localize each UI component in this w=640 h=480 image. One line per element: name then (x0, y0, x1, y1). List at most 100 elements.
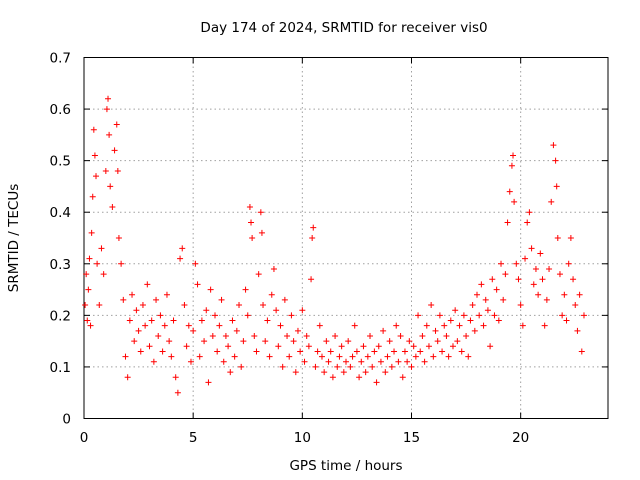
data-point (334, 363, 341, 370)
data-point (118, 260, 125, 267)
data-point (124, 374, 131, 381)
data-point (299, 307, 306, 314)
data-point (83, 271, 90, 278)
data-point (351, 322, 358, 329)
data-point (120, 296, 127, 303)
data-point (105, 95, 112, 102)
data-point (489, 276, 496, 283)
data-point (384, 353, 391, 360)
data-point (353, 348, 360, 355)
data-point (452, 307, 459, 314)
data-point (288, 312, 295, 319)
data-point (412, 353, 419, 360)
axis-ticks (83, 57, 608, 419)
data-point (369, 363, 376, 370)
data-point (231, 353, 238, 360)
data-point (279, 363, 286, 370)
data-point (84, 317, 91, 324)
data-point (546, 265, 553, 272)
data-point (532, 265, 539, 272)
data-point (417, 348, 424, 355)
y-axis-label: SRMTID / TECUs (6, 184, 22, 292)
data-point (103, 106, 110, 113)
data-point (572, 302, 579, 309)
data-point (460, 312, 467, 319)
data-point (166, 338, 173, 345)
data-point (537, 250, 544, 257)
x-tick-label: 5 (189, 430, 198, 446)
grid-lines (84, 57, 608, 419)
data-point (421, 358, 428, 365)
data-point (552, 157, 559, 164)
data-point (515, 276, 522, 283)
data-point (447, 317, 454, 324)
data-point (89, 193, 96, 200)
data-point (506, 188, 513, 195)
data-point (201, 338, 208, 345)
data-point (443, 332, 450, 339)
data-point (286, 353, 293, 360)
data-point (168, 353, 175, 360)
data-point (229, 317, 236, 324)
data-point (209, 332, 216, 339)
data-point (273, 307, 280, 314)
data-point (129, 291, 136, 298)
data-point (155, 332, 162, 339)
data-point (401, 348, 408, 355)
data-point (236, 302, 243, 309)
data-point (449, 343, 456, 350)
x-tick-label: 20 (512, 430, 529, 446)
data-point (264, 317, 271, 324)
data-point (246, 204, 253, 211)
data-point (122, 353, 129, 360)
data-point (102, 167, 109, 174)
data-point (126, 317, 133, 324)
data-point (87, 322, 94, 329)
data-point (240, 338, 247, 345)
data-point (318, 353, 325, 360)
data-point (408, 363, 415, 370)
data-point (439, 348, 446, 355)
data-point (539, 276, 546, 283)
data-point (484, 307, 491, 314)
data-point (294, 327, 301, 334)
data-point (336, 353, 343, 360)
data-point (430, 353, 437, 360)
data-point (510, 152, 517, 159)
data-point (511, 198, 518, 205)
data-point (301, 358, 308, 365)
data-point (316, 322, 323, 329)
data-point (574, 327, 581, 334)
data-point (325, 358, 332, 365)
data-point (476, 312, 483, 319)
data-point (513, 260, 520, 267)
data-point (358, 358, 365, 365)
data-point (133, 307, 140, 314)
data-point (406, 338, 413, 345)
data-point (343, 358, 349, 365)
data-point (157, 312, 164, 319)
data-point (474, 291, 480, 298)
data-points (82, 95, 587, 396)
data-point (548, 198, 555, 205)
data-point (161, 322, 168, 329)
data-point (281, 296, 288, 303)
data-point (578, 348, 585, 355)
chart-title: Day 174 of 2024, SRMTID for receiver vis… (200, 20, 487, 36)
data-point (142, 322, 149, 329)
data-point (305, 343, 312, 350)
data-point (172, 374, 179, 381)
data-point (262, 338, 269, 345)
data-point (135, 327, 142, 334)
data-point (268, 291, 275, 298)
data-point (91, 152, 98, 159)
data-point (570, 276, 577, 283)
y-tick-label: 0.5 (50, 154, 71, 170)
data-point (415, 312, 422, 319)
data-point (428, 302, 435, 309)
data-point (207, 286, 214, 293)
data-point (260, 302, 267, 309)
data-point (114, 167, 121, 174)
y-axis-tick-labels: 0 0.1 0.2 0.3 0.4 0.5 0.6 0.7 (50, 51, 71, 428)
